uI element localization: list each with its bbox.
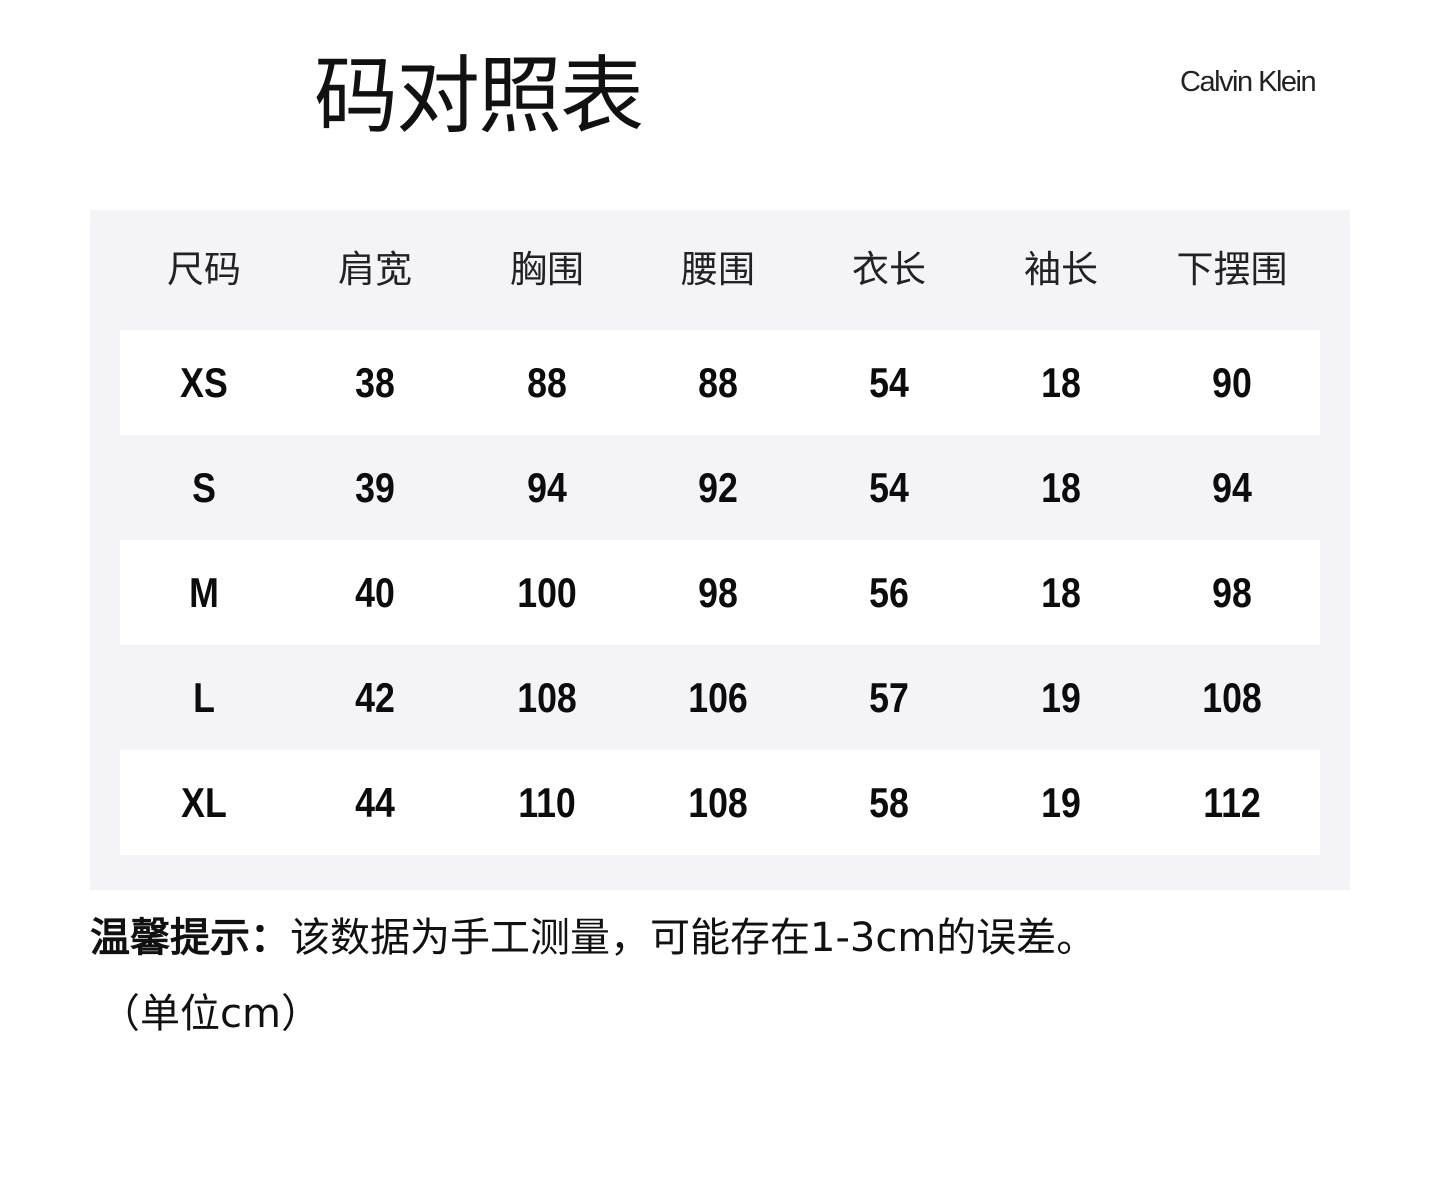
measurement-cell: 90	[1212, 359, 1252, 406]
measurement-cell: 40	[355, 569, 395, 616]
column-header: 下摆围	[1176, 248, 1288, 291]
size-cell: M	[189, 569, 219, 616]
measurement-cell: 88	[698, 359, 738, 406]
measurement-cell: 88	[527, 359, 567, 406]
table-row: M 40 100 98 56 18 98	[120, 540, 1320, 645]
table-row: XS 38 88 88 54 18 90	[120, 330, 1320, 435]
size-cell: XS	[180, 359, 228, 406]
measurement-cell: 57	[869, 674, 909, 721]
measurement-cell: 110	[518, 779, 576, 826]
measurement-cell: 108	[688, 779, 748, 826]
measurement-cell: 18	[1041, 569, 1081, 616]
measurement-cell: 94	[1212, 464, 1252, 511]
measurement-cell: 112	[1203, 779, 1261, 826]
measurement-cell: 108	[1202, 674, 1262, 721]
measurement-cell: 108	[517, 674, 577, 721]
measurement-cell: 39	[355, 464, 395, 511]
size-cell: XL	[181, 779, 227, 826]
measurement-cell: 54	[869, 464, 909, 511]
size-cell: L	[193, 674, 215, 721]
measurement-cell: 19	[1041, 779, 1081, 826]
measurement-cell: 98	[698, 569, 738, 616]
table-header: 尺码 肩宽 胸围 腰围 衣长 袖长 下摆围	[90, 210, 1350, 330]
measurement-cell: 42	[355, 674, 395, 721]
column-header: 腰围	[681, 248, 755, 291]
size-cell: S	[192, 464, 216, 511]
measurement-cell: 19	[1041, 674, 1081, 721]
measurement-cell: 58	[869, 779, 909, 826]
page-title: 码对照表	[314, 47, 644, 145]
note-text: 该数据为手工测量，可能存在1-3cm的误差。	[290, 915, 1097, 961]
measurement-cell: 98	[1212, 569, 1252, 616]
column-header: 胸围	[510, 248, 584, 291]
measurement-cell: 54	[869, 359, 909, 406]
unit-note: （单位cm）	[100, 991, 321, 1037]
measurement-cell: 18	[1041, 464, 1081, 511]
measurement-cell: 56	[869, 569, 909, 616]
table-row: S 39 94 92 54 18 94	[120, 435, 1320, 540]
column-header: 袖长	[1024, 248, 1098, 291]
measurement-cell: 106	[688, 674, 748, 721]
measurement-cell: 18	[1041, 359, 1081, 406]
measurement-cell: 100	[517, 569, 577, 616]
table-row: XL 44 110 108 58 19 112	[120, 750, 1320, 855]
table-row: L 42 108 106 57 19 108	[120, 645, 1320, 750]
measurement-cell: 94	[527, 464, 567, 511]
column-header: 肩宽	[338, 248, 412, 291]
note-label: 温馨提示：	[90, 915, 290, 961]
measurement-cell: 38	[355, 359, 395, 406]
note: 温馨提示：该数据为手工测量，可能存在1-3cm的误差。	[90, 908, 1096, 968]
measurement-cell: 92	[698, 464, 738, 511]
size-table: 尺码 肩宽 胸围 腰围 衣长 袖长 下摆围 XS 38 88 88 54 18 90 S 39 94 92 54 1…	[90, 210, 1350, 890]
measurement-cell: 44	[355, 779, 395, 826]
column-header: 尺码	[167, 248, 241, 291]
column-header: 衣长	[852, 248, 926, 291]
brand-logo: Calvin Klein	[1180, 66, 1317, 98]
